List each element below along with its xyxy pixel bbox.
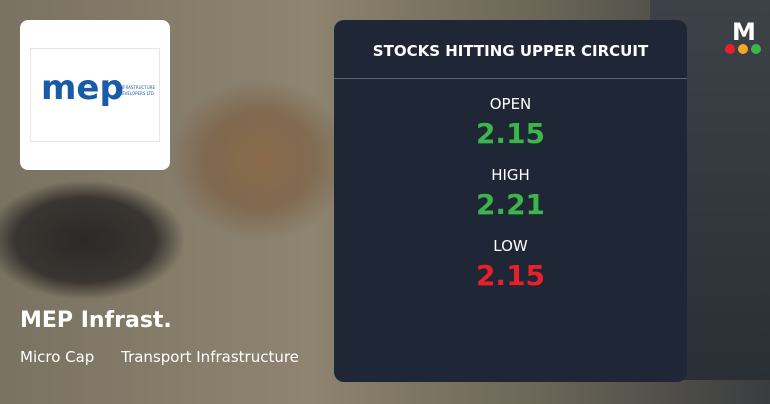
svg-text:M: M — [732, 20, 756, 42]
mep-logo-icon: mep INFRASTRUCTURE DEVELOPERS LTD — [41, 68, 155, 108]
company-logo: mep INFRASTRUCTURE DEVELOPERS LTD — [20, 20, 170, 170]
svg-text:mep: mep — [41, 68, 124, 108]
stat-value: 2.15 — [475, 117, 546, 150]
green-dot-icon — [751, 44, 761, 54]
stat-label: LOW — [493, 237, 528, 255]
industry-tag: Transport Infrastructure — [121, 348, 299, 366]
company-tags: Micro Cap Transport Infrastructure — [20, 348, 321, 366]
company-name: MEP Infrast. — [20, 308, 172, 333]
m-logo-icon: M — [732, 18, 756, 46]
stat-high: HIGH 2.21 — [334, 166, 687, 221]
orange-dot-icon — [738, 44, 748, 54]
stat-value: 2.15 — [475, 259, 546, 292]
stat-label: HIGH — [491, 166, 530, 184]
stat-label: OPEN — [489, 95, 532, 113]
market-cap-tag: Micro Cap — [20, 348, 95, 366]
svg-text:DEVELOPERS LTD: DEVELOPERS LTD — [119, 91, 154, 96]
panel-title: STOCKS HITTING UPPER CIRCUIT — [334, 20, 687, 79]
svg-text:INFRASTRUCTURE: INFRASTRUCTURE — [119, 85, 155, 90]
brand-logo: M — [724, 18, 764, 54]
stat-open: OPEN 2.15 — [334, 95, 687, 150]
stat-low: LOW 2.15 — [334, 237, 687, 292]
red-dot-icon — [725, 44, 735, 54]
upper-circuit-panel: STOCKS HITTING UPPER CIRCUIT OPEN 2.15 HIG… — [334, 20, 687, 382]
stat-value: 2.21 — [475, 188, 546, 221]
